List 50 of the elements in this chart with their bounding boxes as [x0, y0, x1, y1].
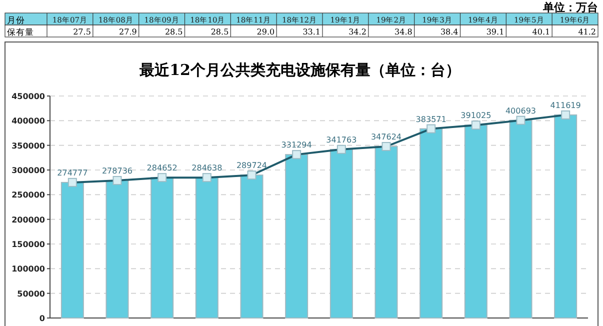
bar	[240, 174, 264, 318]
data-label: 29.0	[256, 28, 275, 36]
bar	[420, 128, 443, 318]
bar	[554, 114, 578, 318]
data-label: 34.8	[394, 28, 412, 36]
data-label: 284652	[146, 164, 178, 173]
series-label: 保有量	[7, 27, 34, 38]
bar	[150, 177, 174, 318]
data-label: 27.9	[119, 28, 137, 36]
y-tick-label: 300000	[12, 166, 46, 175]
y-tick-label: 100000	[12, 264, 46, 274]
data-label: 274777	[57, 168, 88, 178]
data-label: 331294	[281, 140, 312, 150]
y-tick-label: 0	[39, 314, 46, 323]
y-tick-label: 200000	[12, 215, 46, 224]
bar	[195, 177, 218, 318]
data-label: 38.4	[440, 28, 458, 36]
data-label: 411619	[550, 100, 581, 110]
data-label: 34.2	[348, 28, 366, 36]
bar	[106, 180, 129, 318]
data-label: 28.5	[164, 28, 183, 36]
data-label: 41.2	[578, 28, 596, 36]
y-tick-label: 350000	[12, 141, 46, 150]
data-label: 347624	[370, 132, 402, 142]
bar	[464, 124, 488, 318]
y-tick-label: 150000	[12, 240, 46, 249]
data-label: 289724	[236, 161, 268, 170]
y-tick-label: 250000	[12, 190, 46, 200]
data-label: 383571	[416, 114, 446, 124]
data-label: 400693	[505, 106, 536, 116]
y-tick-label: 400000	[12, 116, 46, 126]
data-label: 33.1	[302, 28, 320, 36]
bar	[285, 154, 308, 318]
data-label: 39.1	[486, 28, 504, 36]
data-label: 40.1	[532, 28, 550, 36]
data-label: 27.5	[73, 28, 91, 36]
bar	[60, 182, 84, 318]
data-label: 284638	[192, 164, 222, 173]
bar	[509, 120, 532, 318]
data-label: 341763	[326, 135, 357, 144]
bar	[330, 148, 353, 318]
chart-title: 最近12个月公共类充电设施保有量（单位：台）	[138, 61, 460, 79]
text: 月份	[7, 15, 25, 26]
bar	[374, 146, 398, 318]
data-label: 28.5	[210, 28, 229, 36]
y-tick-label: 450000	[12, 92, 46, 101]
text: 单位：万台	[542, 1, 598, 14]
data-label: 278736	[102, 166, 133, 176]
data-label: 391025	[460, 111, 492, 120]
y-tick-label: 50000	[17, 289, 46, 298]
